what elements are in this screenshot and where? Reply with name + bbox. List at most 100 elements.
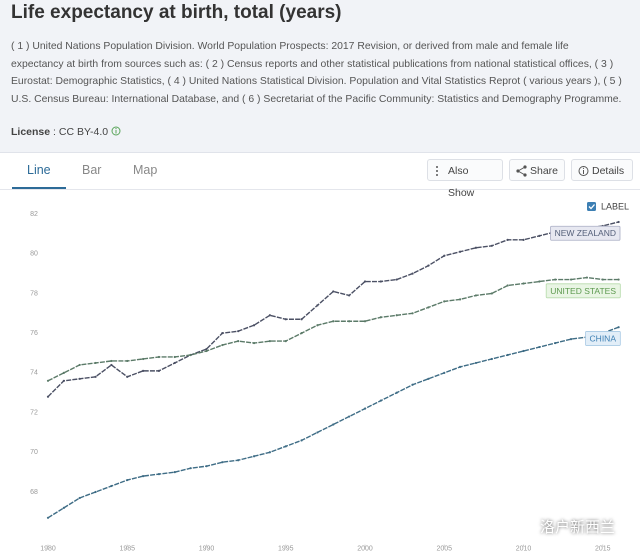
- data-point: [126, 359, 129, 363]
- button-label: Details: [592, 165, 625, 177]
- data-point: [332, 290, 335, 293]
- series-label: NEW ZEALAND: [550, 225, 621, 241]
- data-point: [142, 475, 145, 478]
- data-point: [142, 369, 145, 372]
- data-point: [46, 516, 50, 519]
- series-label-text: UNITED STATES: [550, 286, 616, 296]
- x-tick-label: 1980: [40, 545, 56, 552]
- data-point: [411, 383, 414, 386]
- data-point: [395, 278, 398, 281]
- data-point: [443, 254, 446, 257]
- data-point: [268, 314, 271, 317]
- data-point: [62, 379, 65, 382]
- y-tick-label: 68: [30, 489, 38, 496]
- data-point: [363, 320, 367, 323]
- data-point: [157, 473, 161, 476]
- data-point: [189, 353, 192, 357]
- tab[interactable]: Line: [27, 163, 51, 177]
- icon: [516, 165, 527, 177]
- x-tick-label: 1995: [278, 545, 294, 552]
- data-point: [617, 220, 620, 224]
- y-tick-label: 72: [30, 409, 38, 416]
- data-point: [459, 250, 462, 253]
- data-point: [538, 280, 541, 283]
- data-point: [142, 357, 145, 361]
- active-tab-indicator: [12, 187, 66, 189]
- data-point: [94, 490, 97, 494]
- data-point: [300, 439, 303, 442]
- x-tick-label: 2015: [595, 545, 611, 552]
- data-point: [348, 294, 351, 297]
- button-label: Share: [530, 165, 559, 177]
- series-label-box: [545, 283, 621, 299]
- data-point: [316, 431, 319, 434]
- data-point: [221, 332, 224, 335]
- data-point: [554, 278, 557, 281]
- data-point: [78, 496, 81, 500]
- data-point: [237, 339, 240, 343]
- license-value: CC BY-4.0: [58, 126, 109, 138]
- series-label-text: CHINA: [590, 333, 617, 343]
- data-point: [46, 395, 50, 398]
- series-line: [47, 326, 619, 519]
- data-point: [332, 320, 335, 323]
- button[interactable]: Share: [509, 159, 565, 181]
- data-point: [379, 399, 382, 402]
- data-point: [427, 377, 430, 380]
- series-label-text: NEW ZEALAND: [555, 228, 616, 238]
- data-point: [601, 278, 604, 281]
- series-label: CHINA: [585, 331, 621, 346]
- info-icon[interactable]: [111, 126, 121, 136]
- data-point: [316, 304, 319, 307]
- data-point: [379, 280, 382, 283]
- label-toggle[interactable]: LABEL: [601, 201, 629, 211]
- label-checkbox[interactable]: [587, 202, 596, 211]
- series-label-box: [550, 225, 621, 241]
- data-point: [617, 278, 620, 281]
- data-point: [474, 246, 478, 249]
- data-point: [78, 377, 81, 380]
- description: ( 1 ) United Nations Population Division…: [11, 41, 622, 105]
- data-point: [284, 318, 287, 321]
- tab[interactable]: Bar: [82, 163, 102, 177]
- tab-divider: [0, 189, 640, 190]
- license-label: License: [11, 126, 59, 138]
- y-tick-label: 76: [30, 330, 38, 337]
- data-point: [237, 459, 240, 462]
- data-point: [94, 375, 97, 378]
- data-point: [363, 407, 367, 410]
- data-point: [490, 244, 493, 247]
- data-point: [585, 276, 589, 279]
- y-tick-label: 82: [30, 211, 38, 218]
- data-point: [538, 345, 541, 349]
- data-point: [157, 355, 161, 359]
- data-point: [173, 361, 176, 365]
- data-point: [569, 338, 573, 341]
- button[interactable]: Also Show: [427, 159, 503, 199]
- icon: [578, 166, 589, 176]
- data-point: [554, 341, 557, 345]
- data-point: [411, 312, 414, 315]
- data-point: [62, 371, 65, 374]
- data-point: [459, 365, 462, 369]
- y-tick-label: 70: [30, 449, 38, 456]
- data-point: [506, 284, 509, 287]
- data-point: [46, 379, 50, 382]
- button[interactable]: Details: [571, 159, 633, 181]
- data-point: [221, 343, 224, 347]
- data-point: [268, 451, 271, 454]
- data-point: [300, 332, 303, 335]
- data-point: [617, 326, 620, 329]
- data-point: [173, 471, 176, 474]
- data-point: [157, 369, 161, 372]
- data-point: [252, 324, 256, 327]
- data-point: [395, 391, 398, 394]
- checkmark: [588, 204, 595, 210]
- tab[interactable]: Map: [133, 163, 158, 177]
- y-tick-label: 74: [30, 370, 38, 377]
- data-point: [189, 467, 192, 470]
- data-point: [348, 320, 351, 323]
- data-point: [474, 361, 478, 365]
- data-point: [110, 359, 113, 363]
